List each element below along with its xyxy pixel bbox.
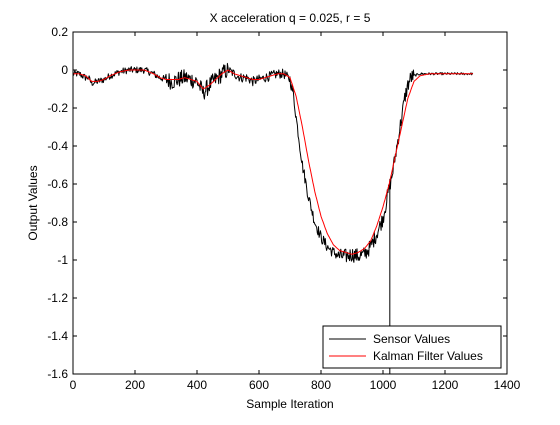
x-tick-label: 200 bbox=[125, 378, 145, 392]
x-axis-label: Sample Iteration bbox=[246, 397, 333, 411]
legend: Sensor Values Kalman Filter Values bbox=[322, 325, 502, 369]
y-tick-label: -1.6 bbox=[47, 367, 68, 381]
y-tick-label: -1.2 bbox=[47, 291, 68, 305]
y-tick-label: -0.8 bbox=[47, 215, 68, 229]
x-tick-label: 1200 bbox=[432, 378, 459, 392]
y-tick-label: 0 bbox=[61, 63, 68, 77]
x-tick-label: 0 bbox=[70, 378, 77, 392]
x-tick-label: 800 bbox=[311, 378, 331, 392]
series-line bbox=[73, 69, 473, 255]
y-tick-label: -0.2 bbox=[47, 101, 68, 115]
x-tick-label: 1400 bbox=[494, 378, 521, 392]
legend-label-sensor: Sensor Values bbox=[373, 332, 450, 346]
y-tick-label: -0.4 bbox=[47, 139, 68, 153]
plot-background bbox=[73, 32, 507, 374]
ticks: 0 200 400 600 800 1000 1200 1400 0.2 0 -0.2 -0.4 -0.… bbox=[47, 25, 520, 392]
y-tick-label: 0.2 bbox=[51, 25, 68, 39]
x-tick-label: 400 bbox=[187, 378, 207, 392]
series-1 bbox=[73, 69, 473, 255]
plot-frame bbox=[72, 31, 508, 375]
chart-title: X acceleration q = 0.025, r = 5 bbox=[210, 11, 371, 25]
y-tick-label: -0.6 bbox=[47, 177, 68, 191]
legend-label-kalman: Kalman Filter Values bbox=[373, 349, 483, 363]
x-tick-label: 1000 bbox=[370, 378, 397, 392]
y-tick-label: -1.4 bbox=[47, 329, 68, 343]
y-axis-label: Output Values bbox=[26, 165, 40, 240]
x-tick-label: 600 bbox=[249, 378, 269, 392]
legend-box bbox=[322, 325, 502, 369]
y-tick-label: -1 bbox=[57, 253, 68, 267]
